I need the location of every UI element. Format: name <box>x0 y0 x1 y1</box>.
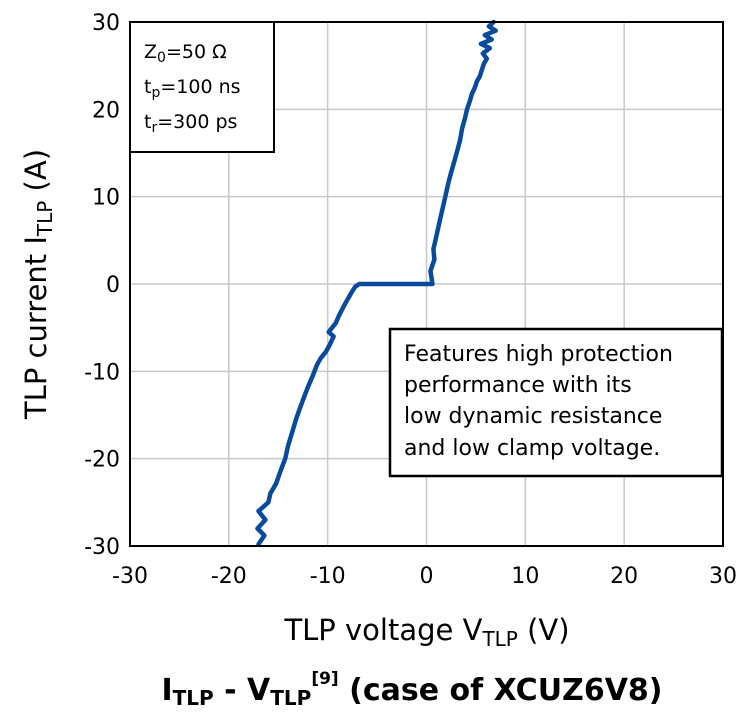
y-tick-label: 0 <box>106 273 120 298</box>
params-box-frame <box>129 21 275 153</box>
annotation-line-4: and low clamp voltage. <box>404 436 660 461</box>
x-tick-label: -20 <box>211 564 247 589</box>
y-tick-label: -30 <box>84 535 120 560</box>
param-z0: Z0=50 Ω <box>144 41 227 66</box>
y-tick-label: 10 <box>92 186 120 211</box>
annotation-line-2: performance with its <box>404 373 632 398</box>
y-tick-label: 30 <box>92 11 120 36</box>
x-tick-label: 30 <box>709 564 737 589</box>
y-axis-title: TLP current ITLP (A) <box>19 149 57 420</box>
param-tp: tp=100 ns <box>144 76 241 101</box>
x-tick-label: 10 <box>511 564 539 589</box>
tick-labels: -30 -20 -10 0 10 20 30 -30 -20 -10 0 10 20 30 <box>84 11 737 589</box>
y-tick-label: -10 <box>84 360 120 385</box>
y-tick-label: 20 <box>92 98 120 123</box>
annotation-line-1: Features high protection <box>404 342 673 367</box>
annotation-box-frame <box>388 327 724 478</box>
annotation-line-3: low dynamic resistance <box>404 404 662 429</box>
annotation-box: Features high protection performance wit… <box>388 327 724 478</box>
series-line <box>255 19 498 547</box>
x-axis-title: TLP voltage VTLP (V) <box>283 613 569 651</box>
x-tick-label: 0 <box>420 564 434 589</box>
param-tr: tr=300 ps <box>144 111 237 136</box>
params-box: Z0=50 Ω tp=100 ns tr=300 ps <box>129 21 275 153</box>
figure-caption: ITLP - VTLP[9] (case of XCUZ6V8) <box>161 669 662 710</box>
plot-frame <box>129 21 724 547</box>
x-tick-label: -10 <box>310 564 346 589</box>
y-tick-label: -20 <box>84 448 120 473</box>
x-tick-label: 20 <box>610 564 638 589</box>
x-tick-label: -30 <box>112 564 148 589</box>
